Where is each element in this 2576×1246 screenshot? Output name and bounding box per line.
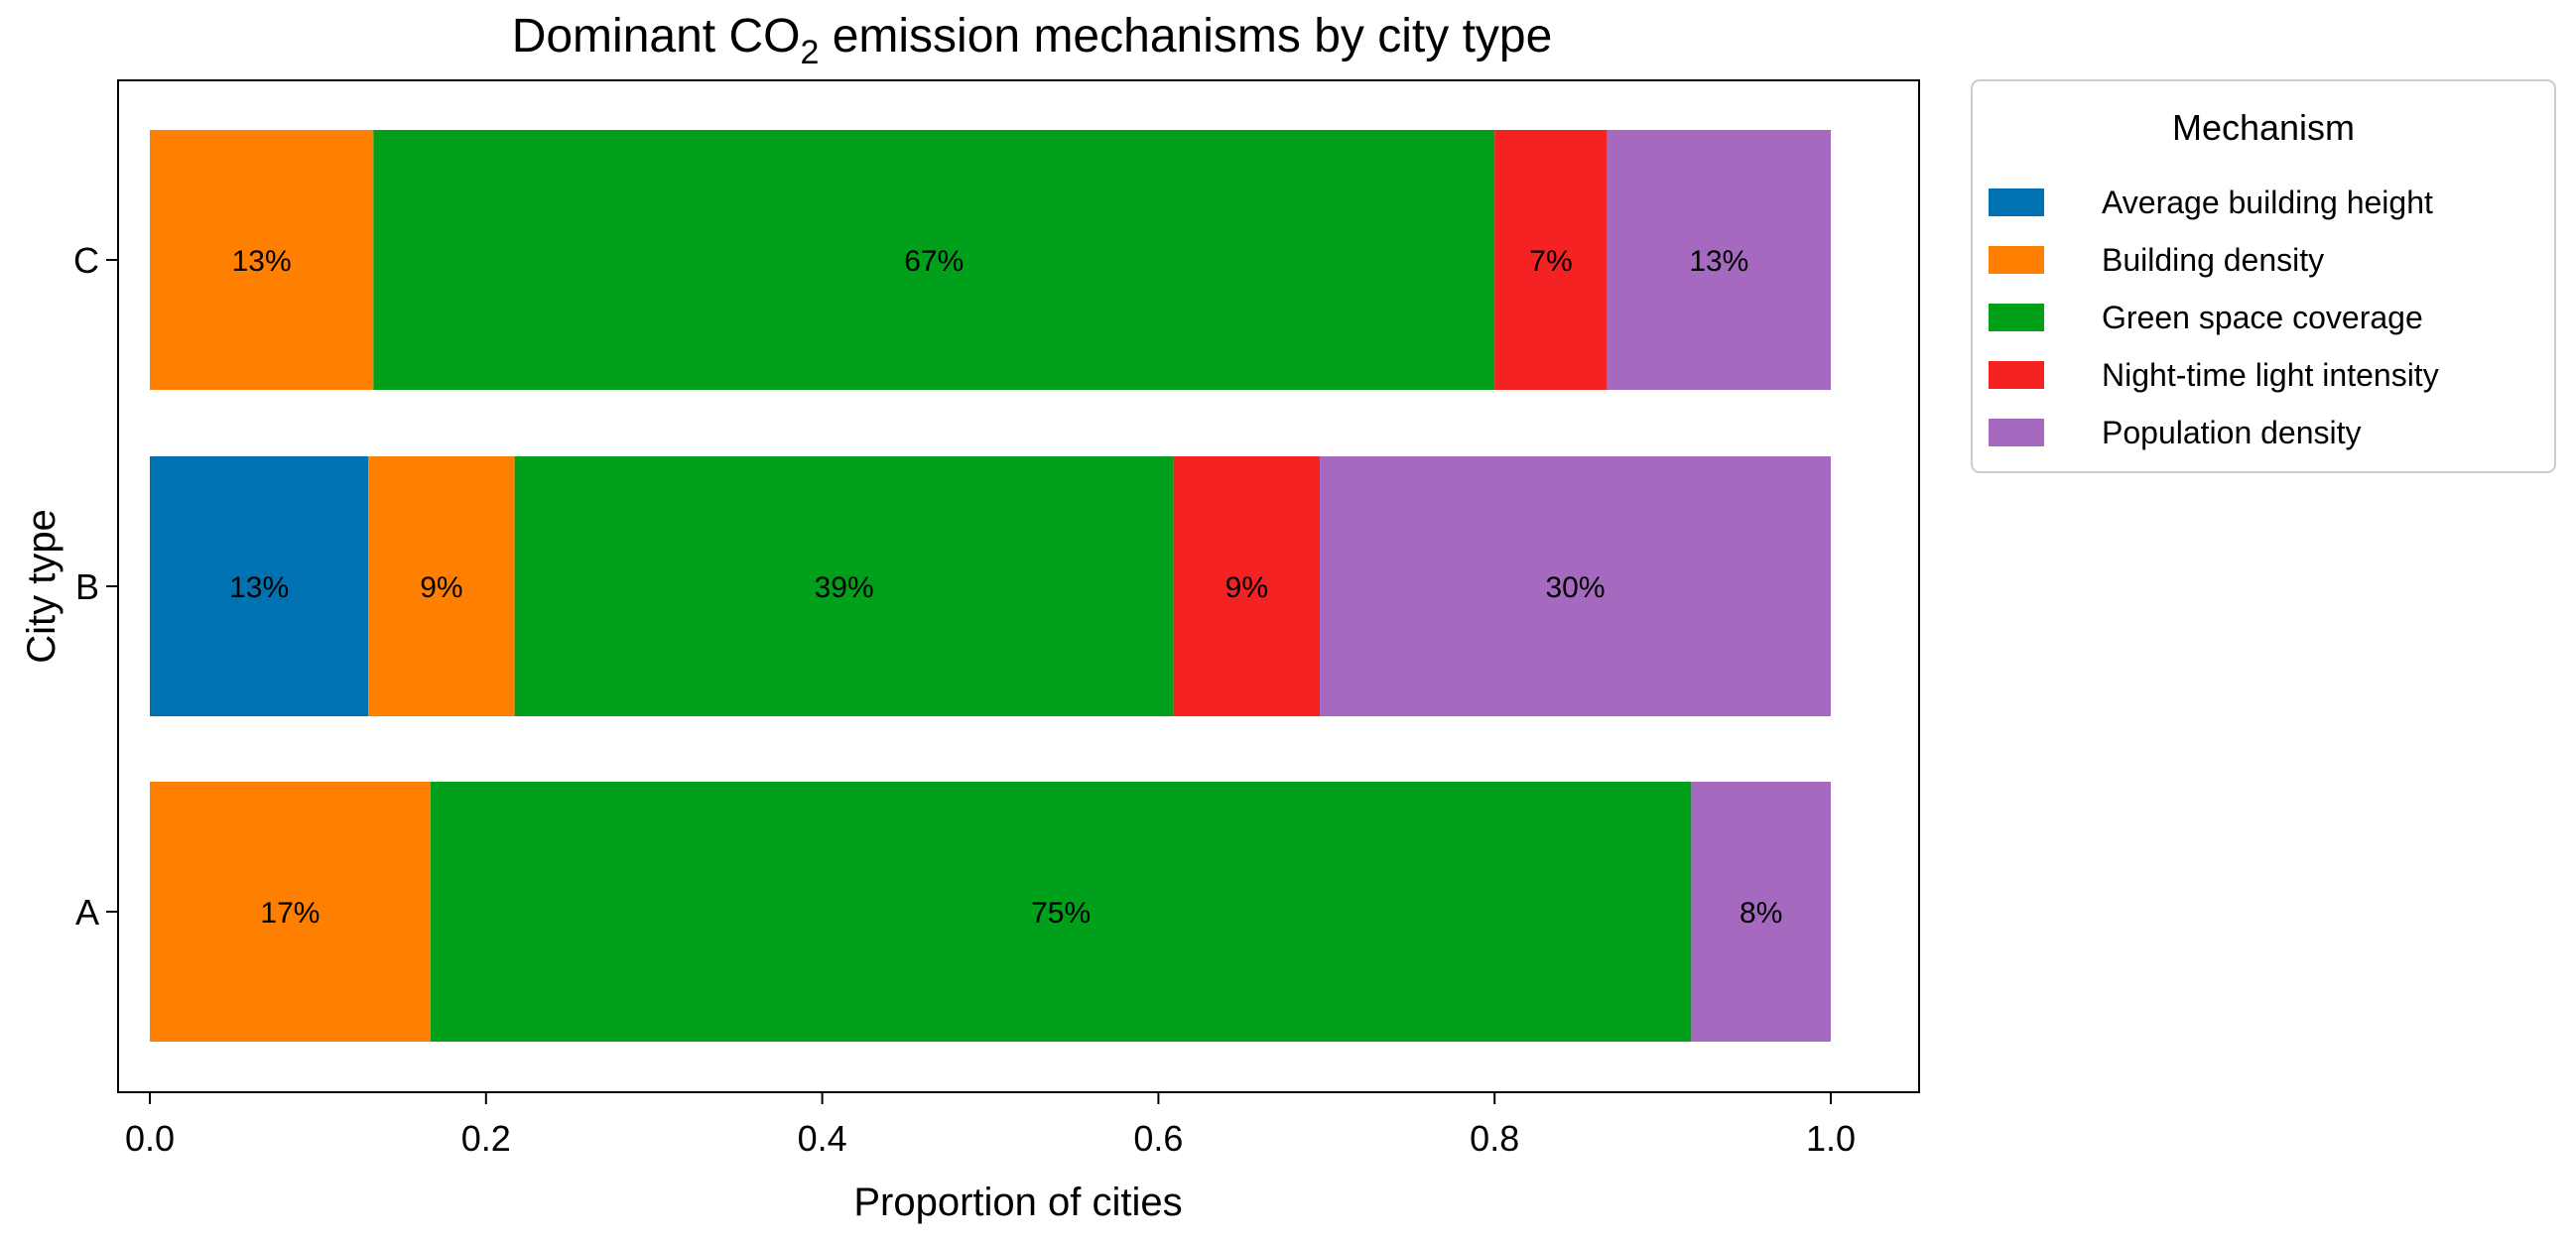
bar-c-population-density bbox=[1607, 130, 1831, 390]
bar-label: 13% bbox=[232, 245, 292, 278]
bar-a-green-space-coverage bbox=[430, 782, 1692, 1042]
bar-a-population-density bbox=[1691, 782, 1831, 1042]
legend-swatch bbox=[1989, 419, 2044, 446]
bar-b-building-density bbox=[368, 456, 515, 716]
legend-label: Average building height bbox=[2102, 185, 2433, 220]
legend-label: Population density bbox=[2102, 415, 2362, 450]
bar-label: 9% bbox=[1225, 571, 1268, 604]
legend-items: Average building height Building density G… bbox=[1989, 185, 2439, 450]
x-axis: 0.0 0.2 0.4 0.6 0.8 1.0 bbox=[125, 1092, 1856, 1159]
legend-swatch bbox=[1989, 361, 2044, 389]
y-tick-label: B bbox=[75, 566, 99, 607]
bar-labels-group: 17% 75% 8% 13% 9% 39% 9% 30% 13% 67% 7% 13% bbox=[229, 245, 1782, 930]
bar-b-average-building-height bbox=[150, 456, 369, 716]
bar-label: 8% bbox=[1739, 897, 1782, 930]
x-tick-label: 1.0 bbox=[1806, 1118, 1856, 1159]
bar-label: 7% bbox=[1529, 245, 1572, 278]
bar-c-building-density bbox=[150, 130, 374, 390]
legend-label: Night-time light intensity bbox=[2102, 357, 2439, 393]
bar-label: 17% bbox=[260, 897, 320, 930]
bar-label: 75% bbox=[1031, 897, 1091, 930]
legend-label: Building density bbox=[2102, 242, 2324, 278]
x-tick-label: 0.8 bbox=[1470, 1118, 1519, 1159]
legend-swatch bbox=[1989, 188, 2044, 216]
x-tick-label: 0.4 bbox=[798, 1118, 847, 1159]
legend-title: Mechanism bbox=[2172, 107, 2355, 148]
bar-label: 39% bbox=[815, 571, 874, 604]
y-axis: A B C bbox=[73, 240, 118, 933]
bar-label: 67% bbox=[904, 245, 964, 278]
x-tick-label: 0.6 bbox=[1133, 1118, 1183, 1159]
x-tick-label: 0.0 bbox=[125, 1118, 175, 1159]
bar-c-green-space-coverage bbox=[373, 130, 1495, 390]
legend-swatch bbox=[1989, 246, 2044, 274]
legend-swatch bbox=[1989, 304, 2044, 331]
legend-box bbox=[1971, 79, 2556, 473]
bar-b-population-density bbox=[1320, 456, 1831, 716]
legend-label: Green space coverage bbox=[2102, 300, 2423, 335]
y-tick-label: C bbox=[73, 240, 99, 281]
x-tick-label: 0.2 bbox=[461, 1118, 511, 1159]
chart-title: Dominant CO2 emission mechanisms by city… bbox=[512, 10, 1553, 71]
chart-title-subscript: 2 bbox=[800, 34, 819, 71]
bar-label: 13% bbox=[229, 571, 289, 604]
y-axis-label: City type bbox=[20, 509, 64, 664]
bars-group bbox=[150, 130, 1831, 1042]
x-axis-label: Proportion of cities bbox=[853, 1181, 1182, 1224]
bar-label: 9% bbox=[420, 571, 462, 604]
bar-b-green-space-coverage bbox=[514, 456, 1174, 716]
bar-c-night-time-light-intensity bbox=[1494, 130, 1608, 390]
bar-a-building-density bbox=[150, 782, 431, 1042]
legend: Mechanism Average building height Buildin… bbox=[1971, 79, 2556, 473]
bar-label: 13% bbox=[1689, 245, 1748, 278]
y-tick-label: A bbox=[75, 892, 99, 933]
bar-label: 30% bbox=[1545, 571, 1605, 604]
bar-b-night-time-light-intensity bbox=[1173, 456, 1321, 716]
